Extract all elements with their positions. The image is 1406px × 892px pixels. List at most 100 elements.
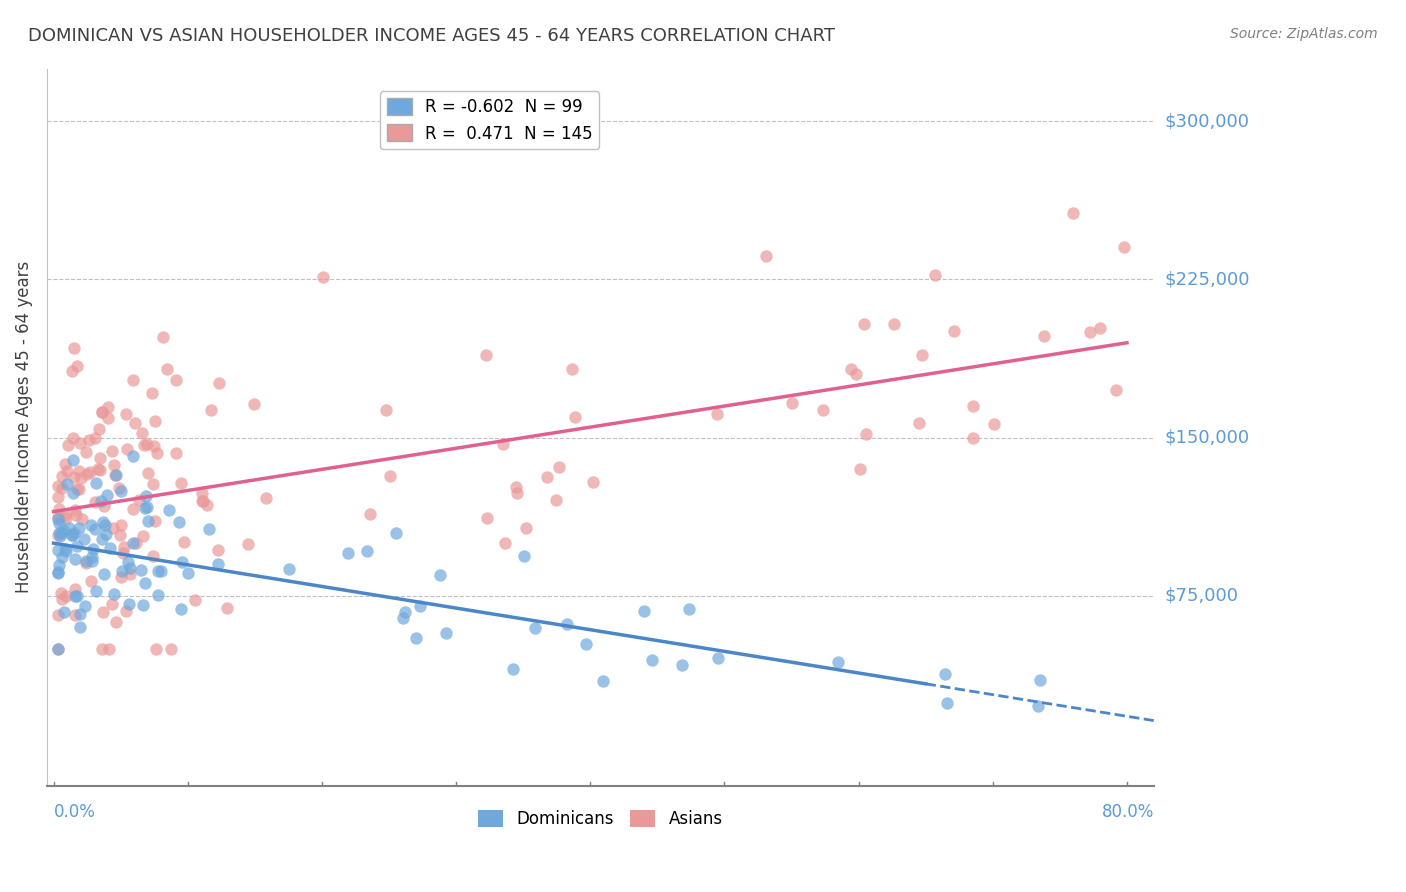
Point: [46, 566, 69, 581]
Point: [69, 619, 91, 633]
Point: [506, 485, 529, 500]
Point: [56, 464, 79, 478]
Point: [384, 525, 406, 540]
Point: [143, 514, 166, 528]
Point: [128, 493, 150, 508]
Point: [66, 483, 89, 497]
Point: [76, 467, 98, 482]
Point: [378, 469, 401, 483]
Point: [359, 507, 381, 521]
Point: [46, 607, 69, 622]
Point: [513, 549, 536, 564]
Legend: Dominicans, Asians: Dominicans, Asians: [471, 804, 730, 835]
Point: [67, 464, 90, 478]
Point: [69, 436, 91, 450]
Point: [548, 459, 571, 474]
Point: [1078, 325, 1101, 339]
Point: [66, 359, 89, 374]
Text: 0.0%: 0.0%: [53, 803, 96, 821]
Point: [46, 490, 69, 504]
Point: [48, 558, 70, 572]
Point: [62, 528, 84, 542]
Point: [544, 493, 567, 508]
Point: [176, 566, 198, 580]
Point: [136, 466, 159, 480]
Point: [131, 426, 153, 441]
Point: [63, 589, 86, 603]
Point: [146, 446, 169, 460]
Point: [827, 655, 849, 669]
Point: [48, 516, 70, 530]
Point: [79, 465, 101, 479]
Point: [132, 438, 155, 452]
Point: [55, 541, 77, 556]
Point: [114, 604, 136, 618]
Point: [633, 604, 655, 618]
Point: [103, 587, 125, 601]
Point: [671, 658, 693, 673]
Point: [55, 511, 77, 525]
Point: [94, 518, 117, 533]
Point: [55, 508, 77, 523]
Point: [337, 546, 360, 560]
Point: [98, 541, 121, 555]
Point: [429, 568, 451, 582]
Point: [200, 403, 222, 417]
Point: [942, 324, 965, 338]
Point: [115, 442, 138, 456]
Point: [841, 361, 863, 376]
Text: 80.0%: 80.0%: [1101, 803, 1154, 821]
Point: [55, 543, 77, 558]
Point: [93, 566, 115, 581]
Point: [136, 500, 159, 514]
Point: [191, 493, 214, 508]
Point: [236, 537, 259, 551]
Point: [46, 543, 69, 558]
Text: $75,000: $75,000: [1166, 587, 1239, 605]
Point: [66, 539, 89, 553]
Point: [146, 589, 169, 603]
Point: [122, 502, 145, 516]
Point: [51, 549, 73, 564]
Point: [142, 477, 165, 491]
Point: [582, 475, 605, 490]
Point: [197, 522, 219, 536]
Point: [983, 417, 1005, 431]
Point: [51, 591, 73, 606]
Point: [121, 450, 143, 464]
Point: [852, 318, 875, 332]
Point: [122, 536, 145, 550]
Point: [408, 599, 430, 613]
Point: [46, 528, 69, 542]
Point: [62, 431, 84, 445]
Point: [375, 403, 398, 417]
Point: [936, 696, 959, 710]
Point: [124, 416, 146, 430]
Point: [89, 463, 111, 477]
Point: [60, 364, 83, 378]
Point: [67, 521, 90, 535]
Point: [67, 483, 90, 497]
Point: [75, 445, 97, 459]
Point: [962, 400, 984, 414]
Point: [62, 342, 84, 356]
Point: [207, 557, 229, 571]
Point: [101, 521, 124, 535]
Point: [91, 605, 114, 619]
Point: [492, 437, 515, 451]
Point: [780, 396, 803, 410]
Point: [134, 575, 156, 590]
Point: [103, 458, 125, 472]
Point: [356, 544, 378, 558]
Point: [243, 397, 266, 411]
Point: [55, 589, 77, 603]
Point: [160, 641, 183, 656]
Point: [91, 641, 114, 656]
Point: [1028, 698, 1050, 713]
Point: [63, 503, 86, 517]
Point: [1029, 673, 1052, 687]
Point: [844, 367, 866, 381]
Point: [93, 500, 115, 514]
Point: [63, 551, 86, 566]
Point: [66, 589, 89, 603]
